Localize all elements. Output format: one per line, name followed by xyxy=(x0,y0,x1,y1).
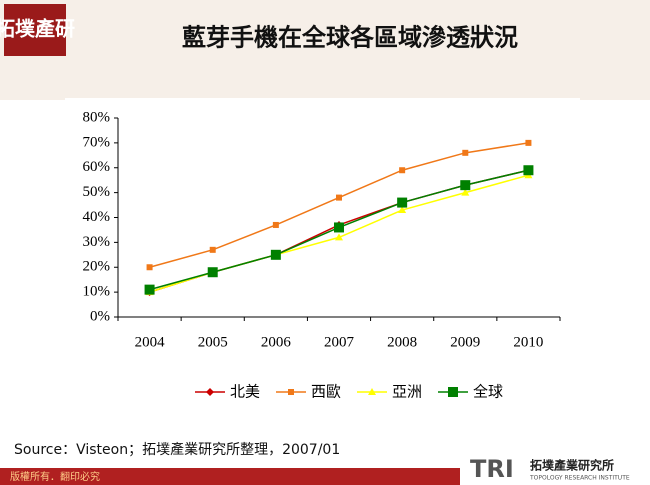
marker xyxy=(146,264,153,271)
marker xyxy=(460,180,471,191)
marker xyxy=(144,284,155,295)
legend-label: 西歐 xyxy=(311,383,341,400)
y-tick-label: 40% xyxy=(83,209,111,225)
marker xyxy=(272,221,279,228)
marker xyxy=(397,197,408,208)
marker xyxy=(270,249,281,260)
legend-item: 北美 xyxy=(195,383,260,400)
y-tick-label: 20% xyxy=(83,259,111,275)
x-tick-label: 2008 xyxy=(387,334,417,350)
legend-item: 全球 xyxy=(438,382,503,400)
marker xyxy=(335,233,343,241)
y-tick-label: 30% xyxy=(83,234,111,250)
legend-marker xyxy=(288,389,294,395)
legend-item: 亞洲 xyxy=(357,384,422,400)
marker xyxy=(525,139,532,146)
legend-item: 西歐 xyxy=(276,383,341,400)
legend-marker xyxy=(206,388,214,396)
header-band xyxy=(0,0,650,100)
legend-marker xyxy=(448,387,458,397)
legend-marker xyxy=(368,388,376,395)
x-tick-label: 2007 xyxy=(324,334,355,350)
y-tick-label: 70% xyxy=(83,134,111,150)
legend-label: 全球 xyxy=(473,382,503,400)
legend-label: 北美 xyxy=(230,383,260,400)
marker xyxy=(207,267,218,278)
marker xyxy=(336,194,342,201)
source-note: Source：Visteon；拓墣產業研究所整理，2007/01 xyxy=(14,441,340,458)
brand-logo: TRI xyxy=(470,455,514,483)
plot: 0% 10% 20% 30% 40% 50% 60% 70% 80% 2004 2005 2006 20… xyxy=(83,109,561,400)
y-tick-label: 60% xyxy=(83,159,111,175)
chart-area xyxy=(65,98,580,416)
x-tick-label: 2006 xyxy=(261,334,292,350)
y-tick-label: 80% xyxy=(83,109,111,125)
brand-name: 拓墣產業研究所 xyxy=(530,458,614,473)
logo-text: 拓墣產研 xyxy=(0,17,75,41)
y-tick-label: 50% xyxy=(83,184,111,200)
marker xyxy=(462,149,469,156)
y-tick-label: 10% xyxy=(83,284,111,300)
footer-band xyxy=(0,468,460,485)
marker xyxy=(399,167,406,174)
marker xyxy=(461,188,470,196)
legend-label: 亞洲 xyxy=(392,384,422,400)
logo-box xyxy=(4,4,66,56)
chart-title: 藍芽手機在全球各區域滲透狀況 xyxy=(182,24,518,52)
y-tick-label: 0% xyxy=(90,308,110,324)
marker xyxy=(398,206,407,214)
marker xyxy=(334,222,344,233)
x-tick-label: 2004 xyxy=(135,334,166,350)
footer-text: 版權所有．翻印必究 xyxy=(10,470,100,483)
x-tick-label: 2010 xyxy=(513,334,543,350)
marker xyxy=(523,165,534,176)
x-tick-label: 2009 xyxy=(450,334,480,350)
brand-english: TOPOLOGY RESEARCH INSTITUTE xyxy=(529,475,630,482)
x-tick-label: 2005 xyxy=(198,334,228,350)
marker xyxy=(209,246,216,253)
